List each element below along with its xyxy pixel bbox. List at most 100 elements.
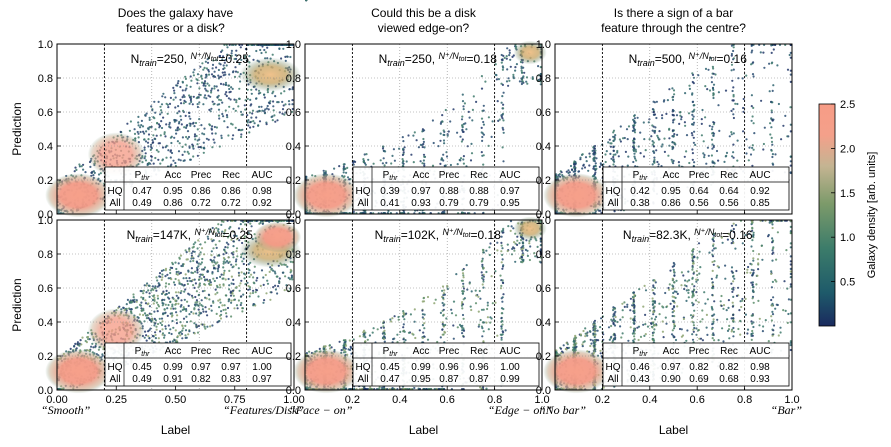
data-point xyxy=(291,278,294,281)
data-point xyxy=(412,161,415,164)
data-point xyxy=(480,117,484,120)
data-point xyxy=(234,126,237,129)
data-point xyxy=(161,276,164,279)
table-row-label: All xyxy=(109,198,120,209)
data-point xyxy=(204,87,207,90)
data-point xyxy=(248,275,251,278)
data-point xyxy=(167,106,170,109)
data-point xyxy=(205,278,209,281)
data-point xyxy=(238,87,241,90)
data-point xyxy=(495,78,498,81)
data-point xyxy=(440,157,443,160)
data-point xyxy=(84,339,87,343)
data-point xyxy=(217,94,220,97)
data-point xyxy=(486,304,489,307)
data-point xyxy=(230,263,233,266)
data-point xyxy=(159,113,162,116)
data-point xyxy=(220,313,223,316)
data-point xyxy=(227,243,230,246)
data-point xyxy=(179,98,182,101)
data-point xyxy=(164,285,167,288)
data-point xyxy=(250,273,253,276)
data-point xyxy=(232,294,235,297)
data-point xyxy=(182,102,185,105)
data-point xyxy=(433,302,436,305)
data-point xyxy=(512,73,515,76)
data-point xyxy=(506,68,509,71)
table-header: Rec xyxy=(470,170,488,181)
data-point xyxy=(140,119,143,122)
data-point xyxy=(184,324,187,327)
data-point xyxy=(162,116,165,119)
data-point xyxy=(193,332,196,335)
data-point xyxy=(222,220,225,223)
data-point xyxy=(461,332,464,335)
data-point xyxy=(238,97,241,100)
data-point xyxy=(200,312,203,315)
data-point xyxy=(186,150,189,153)
data-point xyxy=(218,240,221,243)
ratio-fraction: N⁺/N xyxy=(190,51,211,61)
data-point xyxy=(161,328,164,331)
data-point xyxy=(419,160,422,163)
data-point xyxy=(452,300,456,303)
chart-title-line: features or a disk? xyxy=(126,21,225,35)
data-point xyxy=(153,117,156,120)
data-point xyxy=(461,272,465,275)
data-point xyxy=(180,332,184,335)
data-point xyxy=(203,275,206,279)
data-point xyxy=(397,315,400,319)
data-point xyxy=(224,261,227,264)
data-point xyxy=(211,100,214,103)
data-point xyxy=(463,102,466,105)
data-point xyxy=(262,276,265,279)
data-point xyxy=(226,46,229,49)
data-point xyxy=(213,279,216,283)
data-point xyxy=(196,331,200,334)
data-point xyxy=(194,301,197,304)
data-point xyxy=(215,312,218,315)
data-point xyxy=(183,99,186,102)
data-point xyxy=(183,150,186,153)
data-point xyxy=(480,75,483,78)
data-point xyxy=(142,289,145,292)
data-point xyxy=(175,267,178,271)
data-point xyxy=(501,68,504,71)
data-point xyxy=(514,66,517,69)
data-point xyxy=(161,332,165,335)
data-point xyxy=(462,317,465,320)
data-point xyxy=(154,333,157,337)
data-point xyxy=(167,277,170,280)
data-point xyxy=(239,110,243,113)
data-point xyxy=(265,107,268,110)
data-point xyxy=(181,263,184,266)
data-point xyxy=(249,126,252,129)
data-point xyxy=(226,306,230,310)
data-point xyxy=(215,126,218,129)
data-point xyxy=(237,271,240,274)
data-point xyxy=(333,167,336,170)
data-point xyxy=(228,260,231,263)
data-point xyxy=(191,103,194,106)
data-point xyxy=(423,322,426,325)
data-point xyxy=(230,54,233,57)
data-point xyxy=(491,302,494,305)
data-point xyxy=(501,95,504,98)
data-point xyxy=(502,128,505,131)
data-point xyxy=(201,81,204,84)
data-point xyxy=(213,85,216,88)
data-point xyxy=(376,328,379,331)
data-point xyxy=(205,67,208,70)
data-point xyxy=(137,136,140,139)
data-point xyxy=(237,128,240,132)
density-core-mid xyxy=(87,132,145,177)
data-point xyxy=(456,326,459,329)
data-point xyxy=(185,258,188,261)
data-point xyxy=(462,105,465,108)
data-point xyxy=(474,302,478,305)
data-point xyxy=(260,105,263,108)
data-point xyxy=(204,60,207,63)
data-point xyxy=(138,303,142,306)
data-point xyxy=(139,289,142,293)
